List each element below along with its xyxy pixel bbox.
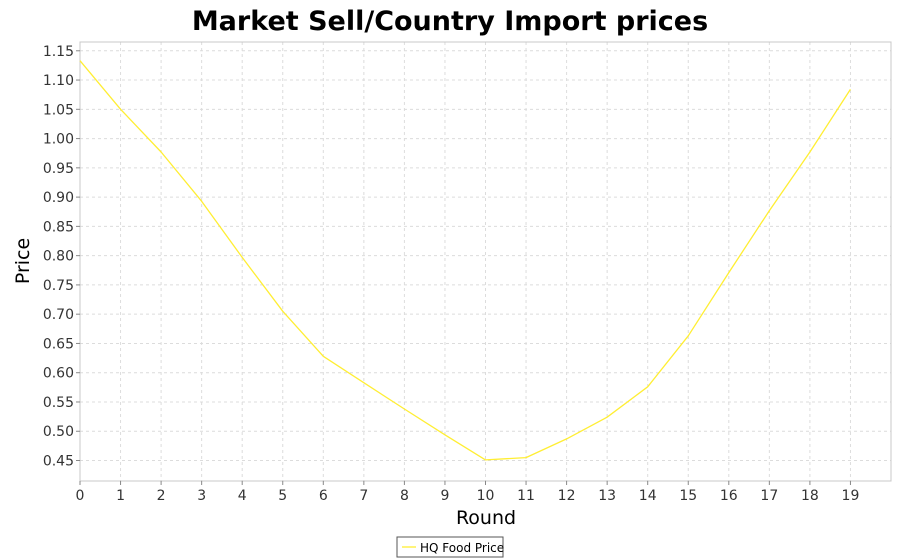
x-tick-label: 16 [720,488,738,504]
x-tick-label: 7 [359,488,368,504]
x-tick-label: 12 [558,488,576,504]
x-axis: 0 1 2 3 4 5 6 7 8 9 10 11 12 13 14 15 16 17 18 19 [76,481,860,504]
y-tick-label: 0.50 [43,424,74,440]
legend: HQ Food Price [396,536,504,558]
y-tick-label: 0.60 [43,366,74,382]
x-tick-label: 15 [679,488,697,504]
x-tick-label: 3 [197,488,206,504]
legend-label: HQ Food Price [420,541,504,555]
x-tick-label: 9 [440,488,449,504]
x-axis-label: Round [456,507,516,529]
y-tick-label: 1.10 [43,73,74,89]
x-tick-label: 14 [639,488,657,504]
series-line-0 [79,60,851,461]
x-tick-label: 18 [801,488,819,504]
x-tick-label: 13 [598,488,616,504]
x-tick-label: 11 [517,488,535,504]
y-tick-label: 0.55 [43,395,74,411]
y-tick-label: 0.65 [43,336,74,352]
y-axis-label: Price [12,238,34,284]
x-tick-label: 1 [116,488,125,504]
y-tick-label: 1.00 [43,132,74,148]
x-tick-label: 8 [400,488,409,504]
y-tick-label: 1.15 [43,44,74,60]
y-tick-label: 0.70 [43,307,74,323]
y-axis: 0.45 0.50 0.55 0.60 0.65 0.70 0.75 0.80 0.85 0.90… [43,44,80,470]
x-tick-label: 10 [477,488,495,504]
y-tick-label: 0.85 [43,219,74,235]
legend-box [396,536,504,558]
x-tick-label: 17 [760,488,778,504]
y-tick-label: 1.05 [43,102,74,118]
x-tick-label: 6 [319,488,328,504]
grid [79,42,891,481]
x-tick-label: 0 [76,488,85,504]
series-group [79,60,851,461]
y-tick-label: 0.95 [43,161,74,177]
chart-title: Market Sell/Country Import prices [192,6,708,37]
x-tick-label: 19 [842,488,860,504]
y-tick-label: 0.80 [43,249,74,265]
x-tick-label: 4 [238,488,247,504]
y-tick-label: 0.75 [43,278,74,294]
x-tick-label: 5 [278,488,287,504]
y-tick-label: 0.45 [43,454,74,470]
y-tick-label: 0.90 [43,190,74,206]
x-tick-label: 2 [157,488,166,504]
